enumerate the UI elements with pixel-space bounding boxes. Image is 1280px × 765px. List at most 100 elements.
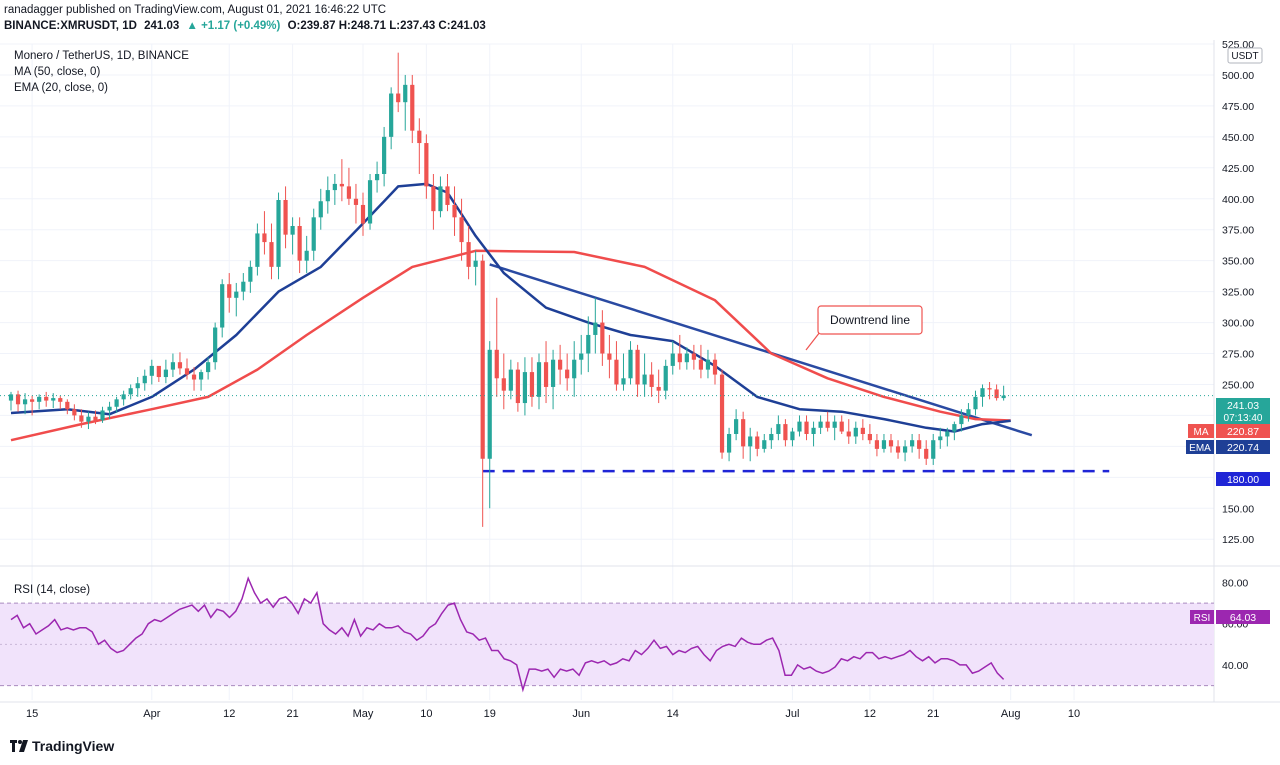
symbol-name[interactable]: BINANCE:XMRUSDT, 1D: [4, 20, 137, 32]
price-tick-label: 475.00: [1222, 101, 1254, 113]
candle-body: [945, 431, 950, 437]
candle-body: [410, 84, 415, 131]
symbol-line: BINANCE:XMRUSDT, 1D 241.03 ▲ +1.17 (+0.4…: [4, 20, 490, 32]
candle-body: [100, 410, 105, 421]
chart-frame: 125.00150.00175.00200.00225.00250.00275.…: [0, 39, 1280, 740]
rsi-value-box: [1216, 610, 1270, 624]
candle-body: [614, 359, 619, 385]
candle-body: [600, 322, 605, 354]
candle-body: [501, 378, 506, 391]
candle-body: [65, 401, 70, 410]
rsi-tick-label: 80.00: [1222, 577, 1248, 589]
time-tick-label: 21: [286, 708, 298, 720]
last-price: 241.03: [144, 20, 180, 32]
time-tick-label: Apr: [143, 708, 160, 720]
candle-body: [529, 372, 535, 397]
legend-title[interactable]: Monero / TetherUS, 1D, BINANCE: [14, 50, 189, 62]
candle-body: [839, 421, 844, 432]
price-tick-label: 350.00: [1222, 256, 1254, 268]
candle-body: [649, 374, 654, 387]
price-tick-label: 425.00: [1222, 163, 1254, 175]
candle-body: [769, 434, 774, 441]
candle-body: [149, 365, 154, 376]
chart-canvas[interactable]: 125.00150.00175.00200.00225.00250.00275.…: [0, 39, 1280, 740]
ma-50-line: [10, 249, 1011, 442]
candle-body: [156, 365, 161, 378]
candle-body: [825, 421, 830, 428]
candle-body: [832, 421, 837, 428]
candle-body: [818, 421, 823, 428]
candle-body: [51, 398, 56, 401]
candle-body: [480, 260, 485, 459]
candle-body: [804, 421, 809, 434]
last-price-box: [1216, 398, 1270, 424]
candle-body: [353, 198, 359, 205]
currency-badge[interactable]: USDT: [1227, 47, 1263, 64]
ema-value: 220.74: [1227, 442, 1259, 454]
candle-body: [860, 427, 865, 434]
rsi-tick-label: 40.00: [1222, 660, 1248, 672]
candle-body: [959, 415, 964, 425]
legend-ema[interactable]: EMA (20, close, 0): [14, 82, 108, 94]
candle-body: [917, 440, 922, 449]
candle-body: [811, 427, 816, 434]
candle-body: [241, 281, 246, 292]
candle-body: [762, 440, 767, 449]
candle-body: [952, 424, 957, 432]
candle-body: [93, 416, 98, 421]
support-value: 180.00: [1227, 474, 1259, 486]
downtrend-line: [489, 263, 1033, 437]
candle-body: [72, 409, 77, 416]
candle-body: [593, 322, 598, 335]
candle-body: [339, 183, 344, 187]
legend-ma[interactable]: MA (50, close, 0): [14, 66, 101, 78]
time-tick-label: 10: [420, 708, 432, 720]
price-tick-label: 500.00: [1222, 70, 1254, 82]
candle-body: [607, 353, 612, 360]
ma-50-path: [10, 249, 1011, 442]
candle-body: [572, 359, 577, 379]
candle-body: [360, 204, 366, 224]
price-tick-label: 375.00: [1222, 225, 1254, 237]
footer-brand-name: TradingView: [32, 738, 115, 754]
publisher-line: ranadagger published on TradingView.com,…: [4, 4, 387, 16]
candle-body: [459, 217, 464, 243]
candle-body: [980, 388, 985, 397]
candle-body: [445, 186, 450, 205]
legend-rsi[interactable]: RSI (14, close): [14, 584, 91, 596]
candle-body: [367, 180, 373, 224]
candle-body: [558, 359, 563, 370]
candle-body: [494, 349, 499, 379]
candle-body: [931, 440, 936, 459]
ma-tag-box: [1188, 424, 1214, 438]
candle-body: [22, 399, 28, 405]
candle-body: [487, 349, 492, 459]
candle-body: [726, 434, 732, 453]
price-tick-label: 300.00: [1222, 318, 1254, 330]
candle-body: [987, 388, 992, 390]
candle-body: [396, 93, 401, 103]
candle-body: [107, 406, 112, 411]
candle-body: [417, 130, 422, 144]
candle-body: [290, 226, 295, 235]
annotation-pointer: [805, 331, 821, 351]
rsi-tag: RSI 64.03: [1190, 610, 1270, 624]
annotation-box: [817, 305, 923, 335]
candle-body: [741, 419, 746, 447]
time-tick-label: 19: [484, 708, 496, 720]
candle-body: [635, 349, 640, 385]
ma-tag: MA 220.87: [1188, 424, 1270, 438]
candle-body: [663, 365, 668, 391]
candle-body: [37, 396, 42, 402]
candle-body: [473, 260, 478, 267]
candle-body: [670, 353, 675, 366]
footer-brand[interactable]: TradingView: [10, 738, 114, 754]
price-tick-label: 400.00: [1222, 194, 1254, 206]
annotation-downtrend: Downtrend line: [805, 305, 923, 351]
candle-body: [902, 446, 908, 453]
candle-body: [318, 201, 323, 218]
last-price-value: 241.03: [1227, 400, 1259, 412]
ma-value: 220.87: [1227, 426, 1259, 438]
candle-body: [712, 359, 718, 375]
time-tick-label: 21: [927, 708, 939, 720]
